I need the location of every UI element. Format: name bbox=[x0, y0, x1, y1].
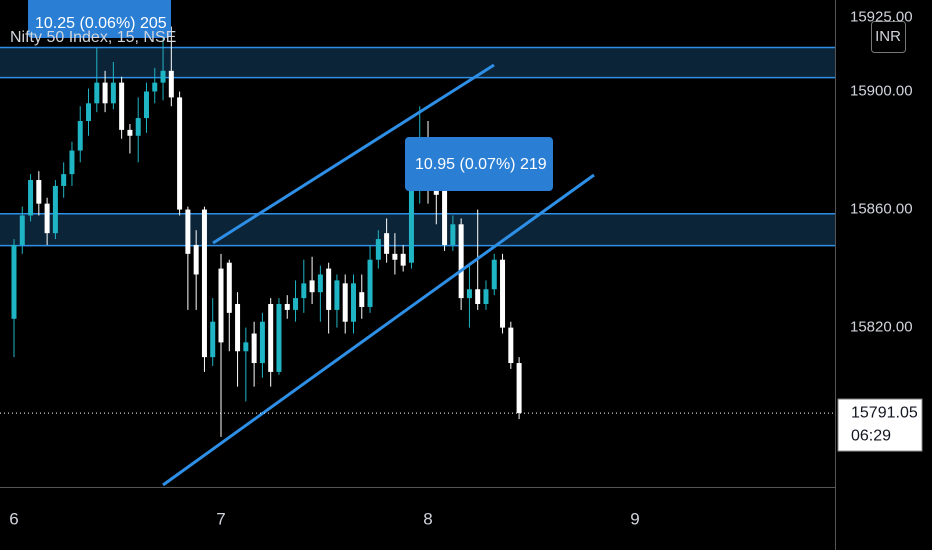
zones bbox=[0, 46, 835, 247]
candle-body bbox=[127, 129, 133, 136]
y-tick-label: 15900.00 bbox=[850, 82, 913, 99]
candle-body bbox=[28, 180, 34, 216]
candle-body bbox=[193, 244, 199, 275]
candle-body bbox=[11, 244, 17, 319]
candle-body bbox=[458, 224, 464, 299]
candle-body bbox=[450, 224, 456, 245]
x-tick-label: 7 bbox=[216, 509, 225, 528]
currency-button[interactable] bbox=[871, 21, 906, 53]
candle-body bbox=[375, 239, 381, 260]
candle-body bbox=[94, 82, 100, 104]
candle-body bbox=[52, 185, 58, 234]
candle-body bbox=[226, 262, 232, 313]
x-tick-label: 9 bbox=[630, 509, 639, 528]
candle-body bbox=[475, 289, 481, 305]
candle-body bbox=[317, 274, 323, 293]
candle-body bbox=[19, 215, 25, 245]
candle-body bbox=[508, 327, 514, 364]
candle-body bbox=[185, 209, 191, 254]
candle-body bbox=[466, 289, 472, 299]
candle-body bbox=[268, 304, 274, 372]
candle-body bbox=[392, 253, 398, 260]
candle-body bbox=[309, 280, 315, 293]
candle-body bbox=[367, 259, 373, 307]
candle-body bbox=[77, 121, 83, 151]
last-price-box bbox=[837, 398, 923, 452]
candle-body bbox=[284, 304, 290, 310]
x-tick-label: 8 bbox=[423, 509, 432, 528]
candle-body bbox=[359, 292, 365, 307]
candle-body bbox=[119, 82, 125, 130]
candle-body bbox=[235, 304, 241, 352]
candle-body bbox=[408, 171, 414, 263]
candle-body bbox=[293, 298, 299, 310]
trend-line bbox=[162, 173, 595, 487]
candles bbox=[11, 17, 522, 437]
trend-line bbox=[212, 63, 495, 245]
candle-body bbox=[276, 304, 282, 372]
last-price-label: 15791.05 bbox=[851, 404, 918, 421]
candle-body bbox=[102, 82, 108, 104]
candle-body bbox=[110, 82, 116, 104]
candle-body bbox=[160, 70, 166, 83]
candle-body bbox=[218, 268, 224, 343]
candle-body bbox=[491, 259, 497, 290]
candle-body bbox=[210, 321, 216, 358]
candle-body bbox=[350, 283, 356, 322]
candle-body bbox=[44, 203, 50, 234]
candle-body bbox=[168, 70, 174, 98]
candle-body bbox=[36, 180, 42, 204]
candle-body bbox=[61, 174, 67, 186]
chart-title: Nifty 50 Index, 15, NSE bbox=[10, 29, 176, 46]
candle-body bbox=[243, 342, 249, 352]
candle-body bbox=[152, 82, 158, 92]
candle-body bbox=[400, 253, 406, 266]
candle-body bbox=[251, 333, 257, 364]
candle-body bbox=[201, 209, 207, 358]
zone-fill bbox=[0, 47, 835, 78]
candle-body bbox=[301, 283, 307, 299]
candle-body bbox=[500, 259, 506, 328]
countdown-label: 06:29 bbox=[851, 427, 891, 444]
y-tick-label: 15860.00 bbox=[850, 201, 913, 218]
measure-label: 10.25 (0.06%) 205 bbox=[35, 15, 167, 32]
candle-body bbox=[143, 91, 149, 119]
measure-box bbox=[28, 0, 171, 38]
candle-body bbox=[326, 268, 332, 310]
y-tick-label: 15925.00 bbox=[850, 9, 913, 26]
currency-label[interactable]: INR bbox=[875, 28, 901, 45]
candle-body bbox=[384, 233, 390, 254]
y-tick-label: 15820.00 bbox=[850, 319, 913, 336]
candle-body bbox=[259, 321, 265, 364]
x-tick-label: 6 bbox=[9, 509, 18, 528]
measure-label: 10.95 (0.07%) 219 bbox=[415, 156, 547, 173]
candle-body bbox=[177, 97, 183, 210]
measure-box bbox=[405, 137, 553, 191]
zone-fill bbox=[0, 213, 835, 246]
candle-body bbox=[483, 289, 489, 305]
candle-body bbox=[135, 118, 141, 136]
candle-body bbox=[516, 363, 522, 414]
candle-body bbox=[442, 185, 448, 245]
candle-body bbox=[69, 150, 75, 175]
candle-body bbox=[86, 103, 92, 122]
candle-body bbox=[342, 283, 348, 322]
candle-body bbox=[334, 280, 340, 310]
